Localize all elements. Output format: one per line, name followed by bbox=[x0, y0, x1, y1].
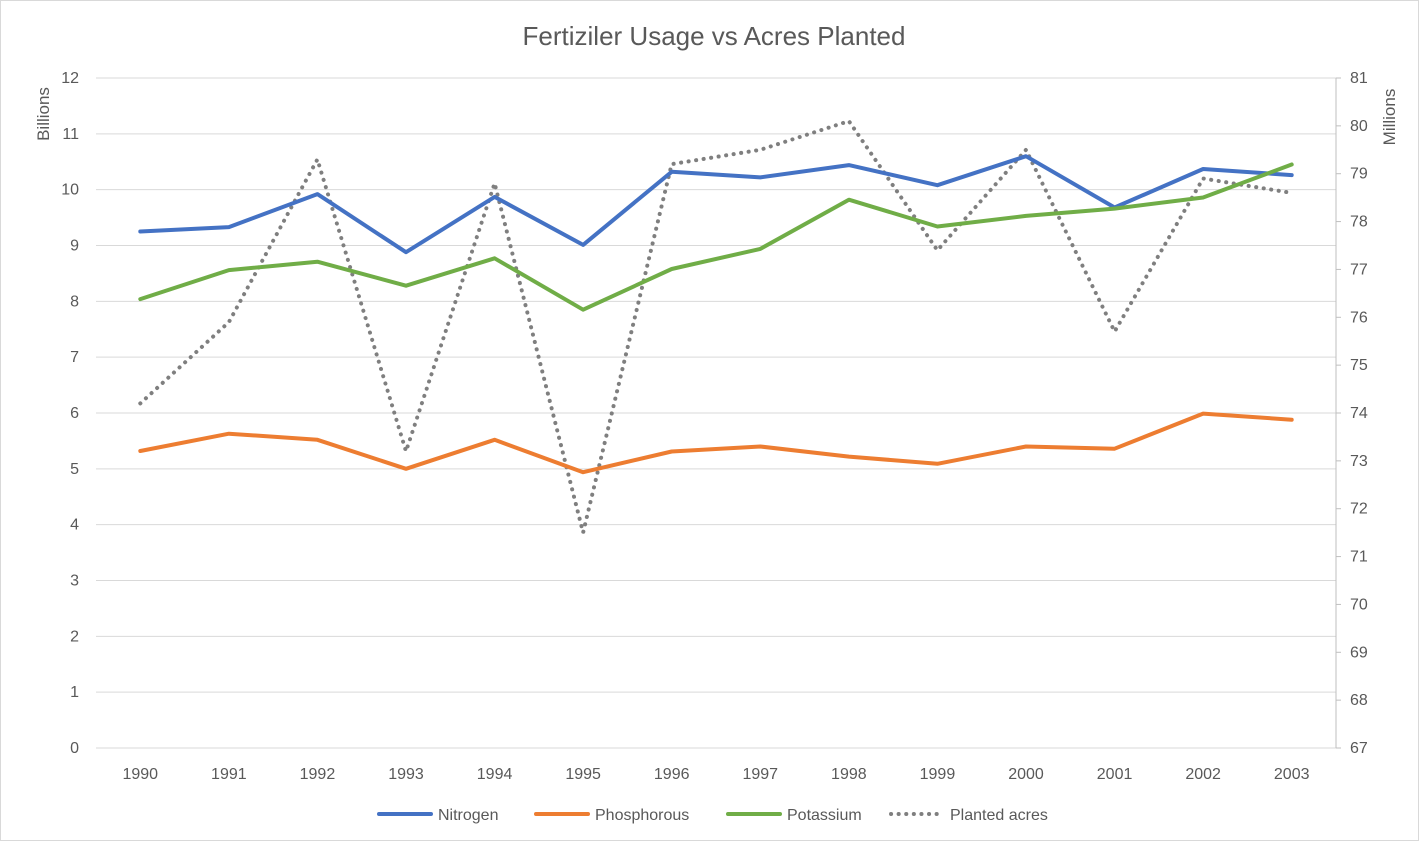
legend-label: Potassium bbox=[787, 807, 862, 824]
right-tick-label: 73 bbox=[1350, 453, 1368, 470]
gridlines bbox=[96, 77, 1336, 749]
x-tick-label: 1998 bbox=[831, 766, 867, 783]
left-tick-label: 0 bbox=[70, 740, 79, 757]
x-tick-label: 1996 bbox=[654, 766, 690, 783]
right-tick-label: 70 bbox=[1350, 596, 1368, 613]
data-point bbox=[1291, 192, 1292, 193]
x-axis-ticks: 1990 1991 1992 1993 1994 1995 1996 1997 1998 1999… bbox=[122, 766, 1309, 783]
right-tick-label: 71 bbox=[1350, 549, 1368, 566]
left-tick-label: 12 bbox=[61, 70, 79, 87]
x-tick-label: 1995 bbox=[565, 766, 601, 783]
right-axis-title: Millions bbox=[1380, 89, 1399, 146]
right-tick-label: 72 bbox=[1350, 501, 1368, 518]
left-tick-label: 3 bbox=[70, 573, 79, 590]
data-point bbox=[1114, 331, 1115, 332]
left-tick-label: 1 bbox=[70, 684, 79, 701]
x-tick-label: 2000 bbox=[1008, 766, 1044, 783]
left-tick-label: 11 bbox=[62, 126, 79, 143]
right-tick-label: 76 bbox=[1350, 309, 1368, 326]
data-point bbox=[494, 183, 495, 184]
right-tick-label: 78 bbox=[1350, 214, 1368, 231]
data-point bbox=[937, 250, 938, 251]
x-tick-label: 1993 bbox=[388, 766, 424, 783]
right-tick-label: 81 bbox=[1350, 70, 1368, 87]
legend-label: Phosphorous bbox=[595, 807, 689, 824]
legend-label: Planted acres bbox=[950, 807, 1048, 824]
legend: Nitrogen Phosphorous Potassium Planted acre… bbox=[377, 807, 1048, 824]
x-tick-label: 1990 bbox=[122, 766, 158, 783]
x-tick-label: 1991 bbox=[211, 766, 247, 783]
right-tick-label: 79 bbox=[1350, 166, 1368, 183]
left-tick-label: 6 bbox=[70, 405, 79, 422]
series-line-planted-acres bbox=[138, 119, 1294, 535]
left-tick-label: 4 bbox=[70, 517, 79, 534]
right-tick-label: 75 bbox=[1350, 357, 1368, 374]
series-line-potassium bbox=[138, 162, 1294, 312]
data-point bbox=[760, 149, 761, 150]
left-axis-title: Billions bbox=[34, 87, 53, 141]
right-tick-label: 80 bbox=[1350, 118, 1368, 135]
x-tick-label: 1994 bbox=[477, 766, 513, 783]
right-tick-label: 77 bbox=[1350, 261, 1368, 278]
series-lines bbox=[138, 119, 1294, 535]
chart-title: Fertiziler Usage vs Acres Planted bbox=[523, 21, 906, 51]
left-tick-label: 9 bbox=[70, 238, 79, 255]
right-axis-ticks: 67 68 69 70 71 72 73 74 75 76 77 78 79 80 81 bbox=[1335, 70, 1368, 757]
left-tick-label: 7 bbox=[70, 349, 79, 366]
x-tick-label: 2002 bbox=[1185, 766, 1221, 783]
series-line-nitrogen bbox=[138, 154, 1294, 255]
right-tick-label: 68 bbox=[1350, 692, 1368, 709]
left-tick-label: 5 bbox=[70, 461, 79, 478]
left-tick-label: 2 bbox=[70, 628, 79, 645]
x-tick-label: 2003 bbox=[1274, 766, 1310, 783]
x-tick-label: 2001 bbox=[1097, 766, 1133, 783]
x-tick-label: 1992 bbox=[300, 766, 336, 783]
right-tick-label: 67 bbox=[1350, 740, 1368, 757]
x-tick-label: 1999 bbox=[920, 766, 956, 783]
series-line-phosphorous bbox=[138, 411, 1294, 475]
legend-label: Nitrogen bbox=[438, 807, 498, 824]
left-tick-label: 8 bbox=[70, 293, 79, 310]
x-tick-label: 1997 bbox=[742, 766, 778, 783]
right-tick-label: 69 bbox=[1350, 644, 1368, 661]
left-tick-label: 10 bbox=[61, 182, 79, 199]
right-tick-label: 74 bbox=[1350, 405, 1368, 422]
